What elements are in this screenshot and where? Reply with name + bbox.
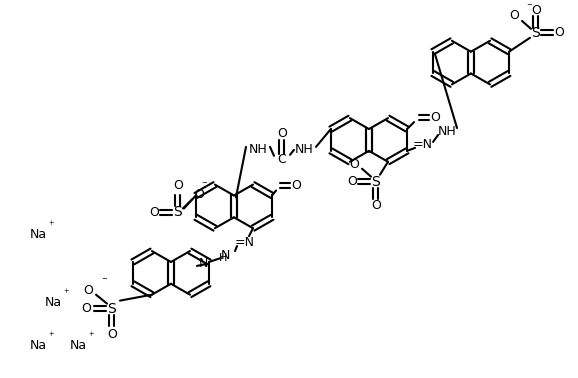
- Text: Na: Na: [70, 339, 87, 352]
- Text: O: O: [277, 127, 287, 139]
- Text: O: O: [347, 175, 357, 188]
- Text: N: N: [220, 249, 229, 262]
- Text: S: S: [173, 205, 183, 219]
- Text: =N: =N: [413, 138, 433, 152]
- Text: O: O: [173, 179, 183, 192]
- Text: O: O: [81, 302, 91, 315]
- Text: =N: =N: [235, 235, 255, 249]
- Text: Na: Na: [45, 296, 62, 309]
- Text: NH: NH: [295, 143, 313, 156]
- Text: $^-$: $^-$: [365, 150, 373, 160]
- Text: O: O: [430, 111, 440, 124]
- Text: $^+$: $^+$: [87, 331, 95, 341]
- Text: H: H: [219, 253, 227, 263]
- Text: O: O: [291, 179, 301, 192]
- Text: NH: NH: [249, 143, 268, 156]
- Text: S: S: [532, 26, 540, 40]
- Text: $^-$: $^-$: [525, 2, 533, 12]
- Text: O: O: [107, 328, 117, 341]
- Text: Na: Na: [30, 228, 47, 241]
- Text: $^-$: $^-$: [100, 276, 109, 286]
- Text: S: S: [108, 302, 116, 316]
- Text: O: O: [509, 9, 519, 22]
- Text: O: O: [349, 158, 359, 171]
- Text: O: O: [531, 3, 541, 17]
- Text: O: O: [371, 199, 381, 212]
- Text: N: N: [198, 257, 208, 270]
- Text: S: S: [372, 175, 380, 189]
- Text: $^+$: $^+$: [47, 331, 55, 341]
- Text: O: O: [149, 206, 159, 219]
- Text: C: C: [277, 153, 286, 166]
- Text: $^-$: $^-$: [200, 181, 209, 191]
- Text: O: O: [194, 188, 204, 201]
- Text: $^+$: $^+$: [47, 220, 55, 230]
- Text: $^+$: $^+$: [62, 289, 71, 299]
- Text: Na: Na: [30, 339, 47, 352]
- Text: O: O: [554, 26, 564, 39]
- Text: NH: NH: [438, 124, 457, 138]
- Text: O: O: [83, 284, 93, 297]
